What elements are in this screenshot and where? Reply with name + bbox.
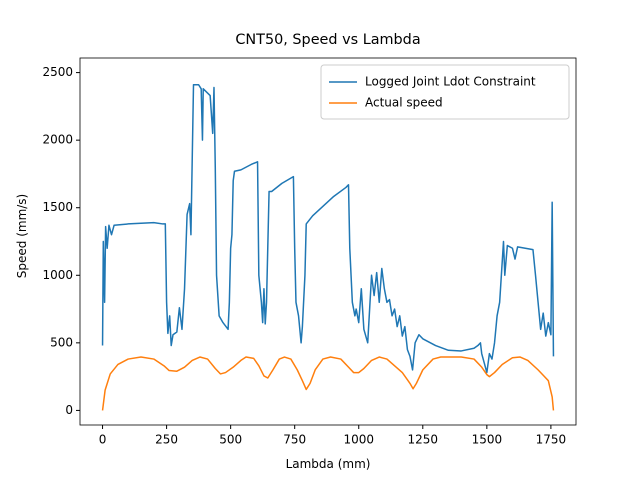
y-tick-label: 1000 bbox=[42, 268, 73, 282]
chart-title: CNT50, Speed vs Lambda bbox=[235, 32, 420, 48]
y-tick-label: 2500 bbox=[42, 65, 73, 79]
y-tick-label: 1500 bbox=[42, 200, 73, 214]
series-line bbox=[101, 84, 555, 374]
x-tick-label: 1500 bbox=[472, 433, 503, 447]
legend-label: Actual speed bbox=[365, 96, 443, 110]
x-tick-label: 1000 bbox=[343, 433, 374, 447]
x-tick-label: 1750 bbox=[536, 433, 567, 447]
y-tick-label: 0 bbox=[65, 403, 73, 417]
x-axis-label: Lambda (mm) bbox=[286, 457, 371, 471]
legend-box bbox=[320, 64, 570, 120]
x-tick-label: 250 bbox=[155, 433, 178, 447]
series-line bbox=[101, 356, 555, 411]
x-tick-label: 750 bbox=[283, 433, 306, 447]
x-tick-label: 1250 bbox=[408, 433, 439, 447]
x-tick-label: 0 bbox=[99, 433, 107, 447]
y-tick-label: 500 bbox=[50, 335, 73, 349]
x-tick-label: 500 bbox=[219, 433, 242, 447]
y-tick-label: 2000 bbox=[42, 133, 73, 147]
plot-frame bbox=[79, 57, 577, 426]
y-axis-label: Speed (mm/s) bbox=[15, 194, 29, 278]
legend-label: Logged Joint Ldot Constraint bbox=[365, 75, 536, 89]
